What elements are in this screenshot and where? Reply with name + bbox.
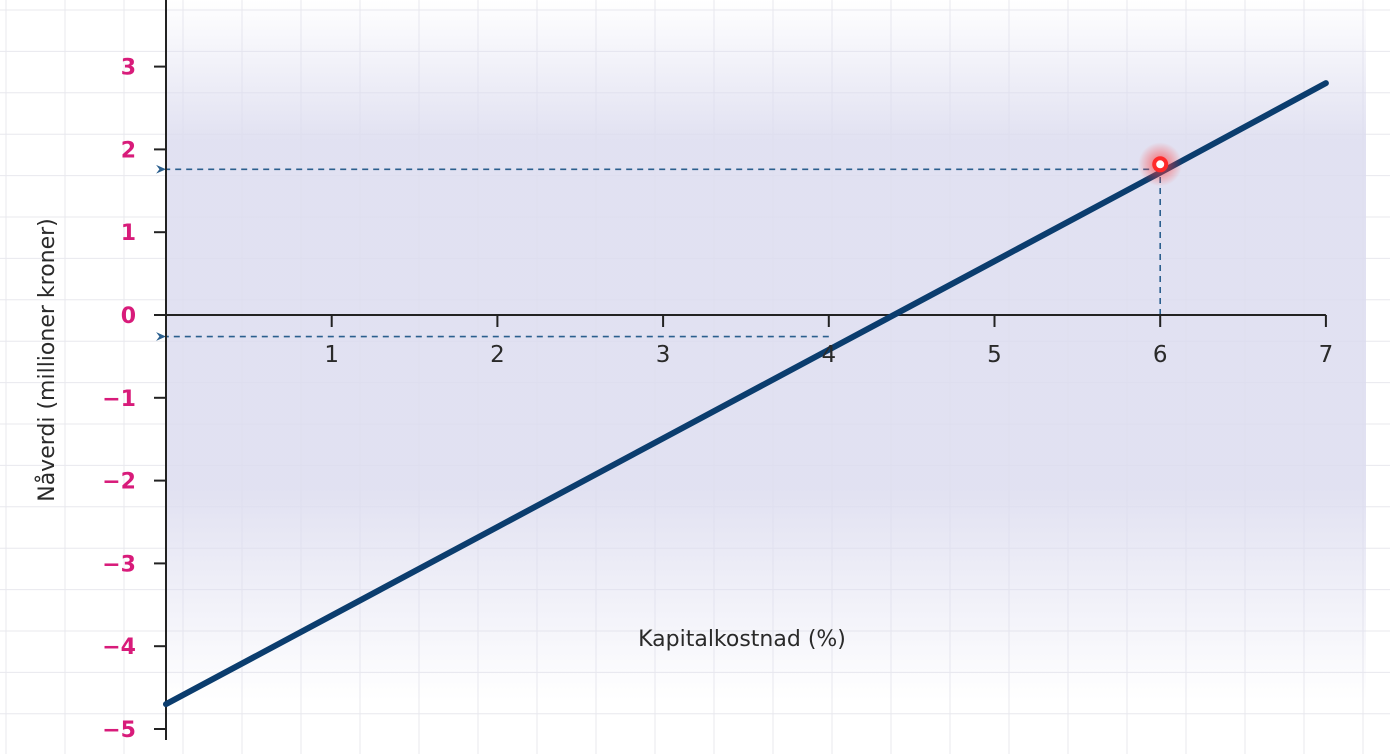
x-tick-label: 5 <box>987 342 1002 368</box>
x-tick-label: 6 <box>1153 342 1168 368</box>
x-tick-label: 3 <box>656 342 671 368</box>
npv-line <box>163 80 1329 708</box>
y-tick-label: 0 <box>121 304 136 329</box>
axes <box>154 0 1327 740</box>
tick-labels: 3 2 1 0 −1 −2 −3 −4 −5 1 2 3 4 5 6 7 <box>102 56 1333 743</box>
x-tick-label: 7 <box>1319 342 1334 368</box>
y-tick-label: 1 <box>121 221 136 246</box>
y-tick-label: −3 <box>102 552 136 577</box>
highlight-point <box>1152 156 1169 173</box>
series-layer <box>163 80 1329 708</box>
plot-band <box>166 0 1366 700</box>
y-tick-label: 3 <box>121 56 136 81</box>
x-tick-label: 1 <box>324 342 339 368</box>
y-tick-label: −4 <box>102 635 136 660</box>
y-tick-label: 2 <box>121 138 136 163</box>
y-tick-label: −2 <box>102 470 136 495</box>
highlight-layer <box>1138 142 1183 187</box>
y-tick-label: −5 <box>102 718 136 743</box>
reference-lines <box>156 159 1165 341</box>
y-axis-title: Nåverdi (millioner kroner) <box>34 218 60 502</box>
x-tick-label: 2 <box>490 342 505 368</box>
x-tick-label: 4 <box>821 342 836 368</box>
x-axis-title: Kapitalkostnad (%) <box>638 627 846 652</box>
y-tick-label: −1 <box>102 387 136 412</box>
